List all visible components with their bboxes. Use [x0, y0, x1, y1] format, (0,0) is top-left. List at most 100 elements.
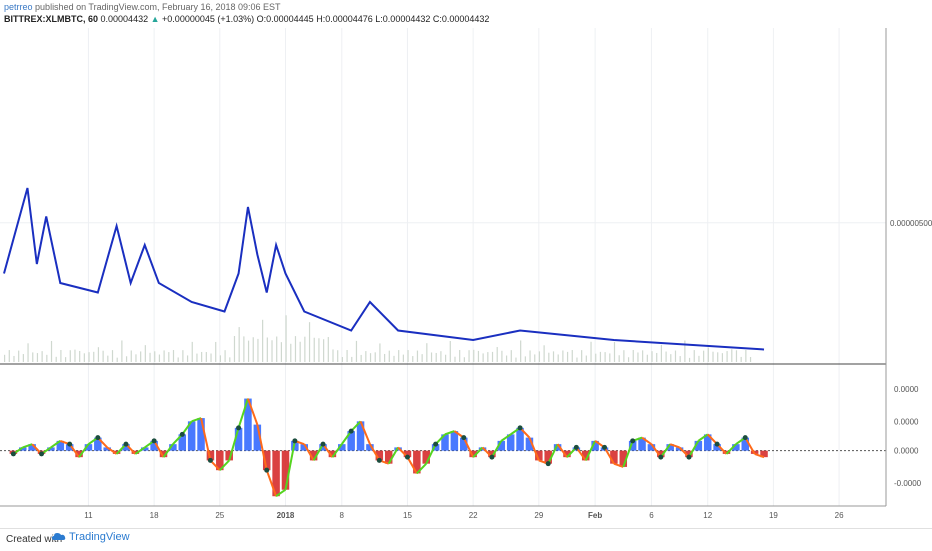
oscillator-bar — [319, 444, 327, 451]
volume-bar — [154, 351, 156, 362]
oscillator-dot — [207, 457, 213, 463]
oscillator-line — [650, 443, 662, 458]
oscillator-line — [669, 443, 680, 449]
volume-bar — [557, 354, 559, 362]
price-tick-label: 0.00000500 — [890, 219, 932, 228]
time-tick-label: 15 — [403, 511, 412, 520]
oscillator-bar — [216, 450, 224, 471]
oscillator-line — [444, 430, 455, 436]
chart-area[interactable]: ? How high it can go?STOP LOSS 0.0000650… — [0, 28, 932, 524]
volume-bar — [285, 315, 287, 362]
tradingview-logo[interactable]: TradingView — [52, 531, 130, 543]
osc-tick-label: 0.0000 — [894, 385, 919, 394]
oscillator-bar — [47, 447, 55, 451]
oscillator-bar — [94, 437, 102, 451]
oscillator-dot — [320, 441, 326, 447]
time-tick-label: 2018 — [277, 511, 295, 520]
volume-bar — [18, 350, 20, 362]
volume-bar — [552, 351, 555, 362]
volume-bar — [182, 350, 184, 362]
volume-bar — [337, 350, 339, 362]
oscillator-bar — [478, 447, 487, 451]
volume-bar — [163, 350, 165, 362]
volume-bar — [384, 353, 386, 362]
volume-bar — [219, 355, 222, 362]
volume-bar — [674, 350, 677, 362]
oscillator-bar — [581, 450, 590, 461]
volume-bar — [712, 351, 714, 362]
volume-bar — [670, 354, 672, 362]
oscillator-dot — [39, 451, 45, 457]
volume-bar — [46, 354, 48, 362]
volume-bar — [238, 327, 240, 362]
oscillator-line — [575, 446, 587, 462]
volume-bar — [473, 349, 475, 362]
oscillator-bar — [497, 440, 506, 451]
volume-bar — [707, 347, 709, 362]
oscillator-bar — [122, 444, 130, 451]
oscillator-bar — [75, 450, 83, 458]
oscillator-bar — [535, 450, 543, 461]
volume-bar — [693, 350, 695, 362]
oscillator-line — [406, 456, 418, 474]
oscillator-line — [491, 440, 503, 458]
volume-bar — [435, 352, 437, 362]
volume-bar — [27, 343, 29, 362]
volume-bar — [379, 343, 381, 362]
volume-bar — [215, 341, 217, 362]
created-with-label: Created with — [6, 534, 63, 545]
symbol-name[interactable]: BITTREX:XLMBTC, 60 — [4, 14, 99, 24]
volume-bar — [93, 351, 95, 362]
volume-bar — [642, 350, 644, 362]
volume-bar — [196, 353, 198, 362]
author-link[interactable]: petrreo — [4, 2, 33, 12]
volume-bar — [393, 355, 395, 362]
oscillator-bar — [178, 434, 187, 451]
volume-bar — [205, 352, 207, 362]
osc-tick-label: -0.0000 — [894, 479, 922, 488]
oscillator-bar — [591, 440, 599, 451]
oscillator-line — [50, 440, 61, 449]
volume-bar — [276, 336, 278, 362]
oscillator-bar — [103, 447, 111, 451]
oscillator-line — [275, 488, 287, 498]
volume-bar — [660, 344, 663, 362]
volume-bar — [365, 351, 367, 362]
oscillator-line — [68, 443, 80, 458]
time-tick-label: 26 — [835, 511, 844, 520]
oscillator-line — [369, 443, 381, 461]
oscillator-bar — [563, 450, 571, 458]
oscillator-bar — [253, 424, 262, 451]
time-tick-label: 6 — [649, 511, 654, 520]
oscillator-line — [200, 417, 212, 461]
volume-bar — [398, 350, 400, 362]
oscillator-line — [284, 440, 296, 490]
volume-bar — [4, 354, 6, 362]
volume-bar — [280, 342, 282, 362]
volume-bar — [257, 338, 259, 362]
volume-bar — [412, 356, 414, 362]
time-tick-label: 19 — [769, 511, 778, 520]
volume-bar — [609, 353, 611, 362]
oscillator-bar — [431, 444, 440, 451]
volume-bar — [332, 349, 334, 362]
volume-bar — [177, 357, 179, 362]
volume-bar — [294, 336, 297, 362]
volume-bar — [247, 340, 250, 362]
volume-bar — [327, 337, 329, 362]
oscillator-bar — [384, 450, 393, 464]
volume-bar — [613, 342, 616, 362]
volume-bar — [149, 352, 151, 362]
volume-bar — [304, 336, 306, 362]
oscillator-dot — [461, 435, 467, 441]
volume-bar — [36, 353, 39, 362]
volume-bar — [32, 352, 34, 362]
volume-bar — [64, 357, 67, 362]
oscillator-bar — [347, 431, 355, 451]
oscillator-line — [78, 443, 90, 458]
volume-bar — [632, 350, 634, 362]
volume-bar — [323, 339, 325, 362]
price-chart-svg[interactable]: ? How high it can go?STOP LOSS 0.0000650… — [0, 28, 932, 524]
volume-bar — [534, 354, 536, 362]
up-triangle-icon: ▲ — [150, 14, 160, 24]
